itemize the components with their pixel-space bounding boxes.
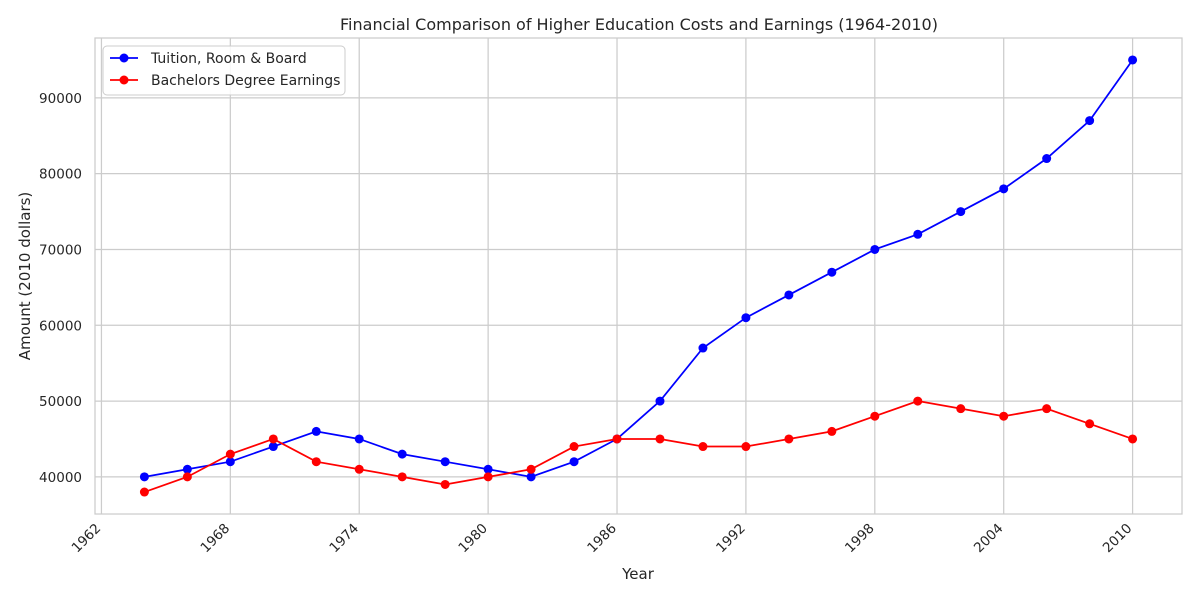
y-axis-label: Amount (2010 dollars) bbox=[16, 192, 34, 361]
series-point-1 bbox=[569, 442, 579, 452]
plot-frame bbox=[94, 37, 1183, 515]
series-point-1 bbox=[397, 472, 407, 482]
series-point-1 bbox=[311, 457, 321, 467]
series-point-1 bbox=[956, 404, 966, 414]
series-line-1 bbox=[144, 400, 1133, 493]
series-point-0 bbox=[870, 244, 880, 254]
y-tick-label: 70000 bbox=[39, 242, 82, 258]
y-axis-ticks: 40000 50000 60000 70000 80000 90000 bbox=[39, 91, 82, 486]
series-point-1 bbox=[999, 411, 1009, 421]
series-point-0 bbox=[1042, 154, 1052, 164]
series-point-0 bbox=[1085, 116, 1095, 126]
y-tick-label: 50000 bbox=[39, 394, 82, 410]
series-point-0 bbox=[827, 267, 837, 277]
y-tick-label: 40000 bbox=[39, 470, 82, 486]
series-point-0 bbox=[139, 472, 149, 482]
series-point-1 bbox=[483, 472, 493, 482]
series-point-0 bbox=[440, 457, 450, 467]
legend-marker-1 bbox=[119, 75, 129, 85]
series-point-1 bbox=[741, 442, 751, 452]
series-point-1 bbox=[139, 487, 149, 497]
series-point-1 bbox=[225, 449, 235, 459]
series-point-0 bbox=[569, 457, 579, 467]
series-point-0 bbox=[698, 343, 708, 353]
legend-box bbox=[102, 45, 346, 96]
series-point-0 bbox=[311, 426, 321, 436]
series-point-0 bbox=[1128, 55, 1138, 65]
series-group bbox=[139, 55, 1138, 497]
series-point-0 bbox=[397, 449, 407, 459]
series-point-0 bbox=[956, 207, 966, 217]
series-point-0 bbox=[741, 313, 751, 323]
legend-marker-0 bbox=[119, 53, 129, 63]
x-axis-label: Year bbox=[621, 565, 655, 583]
legend: Tuition, Room & Board Bachelors Degree Ea… bbox=[102, 45, 346, 96]
chart-title: Financial Comparison of Higher Education… bbox=[340, 15, 938, 34]
series-point-1 bbox=[698, 442, 708, 452]
series-point-1 bbox=[612, 434, 622, 444]
y-tick-label: 60000 bbox=[39, 318, 82, 334]
series-line-0 bbox=[144, 59, 1134, 478]
series-point-1 bbox=[1085, 419, 1095, 429]
y-tick-label: 90000 bbox=[39, 91, 82, 107]
grid bbox=[95, 38, 1182, 514]
legend-label-0: Tuition, Room & Board bbox=[150, 51, 307, 67]
series-point-0 bbox=[655, 396, 665, 406]
series-point-1 bbox=[182, 472, 192, 482]
series-point-1 bbox=[526, 464, 536, 474]
series-point-1 bbox=[870, 411, 880, 421]
series-point-0 bbox=[354, 434, 364, 444]
series-point-1 bbox=[784, 434, 794, 444]
series-point-0 bbox=[913, 229, 923, 239]
series-point-1 bbox=[268, 434, 278, 444]
series-point-0 bbox=[784, 290, 794, 300]
series-point-0 bbox=[182, 464, 192, 474]
series-point-0 bbox=[268, 442, 278, 452]
series-point-0 bbox=[225, 457, 235, 467]
series-point-0 bbox=[999, 184, 1009, 194]
series-point-1 bbox=[354, 464, 364, 474]
series-point-1 bbox=[655, 434, 665, 444]
series-point-1 bbox=[827, 426, 837, 436]
series-point-0 bbox=[526, 472, 536, 482]
series-point-1 bbox=[440, 479, 450, 489]
series-point-1 bbox=[1042, 404, 1052, 414]
series-point-0 bbox=[483, 464, 493, 474]
y-tick-label: 80000 bbox=[39, 167, 82, 183]
series-point-1 bbox=[913, 396, 923, 406]
legend-label-1: Bachelors Degree Earnings bbox=[151, 73, 340, 89]
series-point-1 bbox=[1128, 434, 1138, 444]
